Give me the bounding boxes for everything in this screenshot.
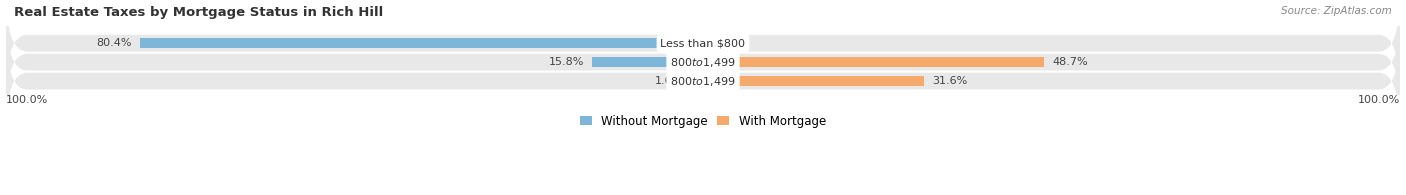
Text: 15.8%: 15.8%: [548, 57, 583, 67]
FancyBboxPatch shape: [6, 0, 1400, 92]
Bar: [592, 57, 703, 67]
FancyBboxPatch shape: [6, 33, 1400, 129]
Text: $800 to $1,499: $800 to $1,499: [671, 56, 735, 69]
Text: 31.6%: 31.6%: [932, 76, 967, 86]
Text: 80.4%: 80.4%: [96, 38, 132, 48]
Text: $800 to $1,499: $800 to $1,499: [671, 74, 735, 88]
Text: Source: ZipAtlas.com: Source: ZipAtlas.com: [1281, 6, 1392, 16]
Text: 48.7%: 48.7%: [1053, 57, 1088, 67]
Text: 1.6%: 1.6%: [655, 76, 683, 86]
Bar: [141, 38, 703, 48]
Text: 0.0%: 0.0%: [717, 38, 745, 48]
Text: Real Estate Taxes by Mortgage Status in Rich Hill: Real Estate Taxes by Mortgage Status in …: [14, 6, 384, 19]
Legend: Without Mortgage, With Mortgage: Without Mortgage, With Mortgage: [575, 110, 831, 132]
Bar: [703, 57, 1045, 67]
Text: 100.0%: 100.0%: [6, 95, 49, 105]
Text: 100.0%: 100.0%: [1357, 95, 1400, 105]
Text: Less than $800: Less than $800: [661, 38, 745, 48]
Bar: [703, 76, 924, 86]
FancyBboxPatch shape: [6, 14, 1400, 111]
Bar: [692, 76, 703, 86]
